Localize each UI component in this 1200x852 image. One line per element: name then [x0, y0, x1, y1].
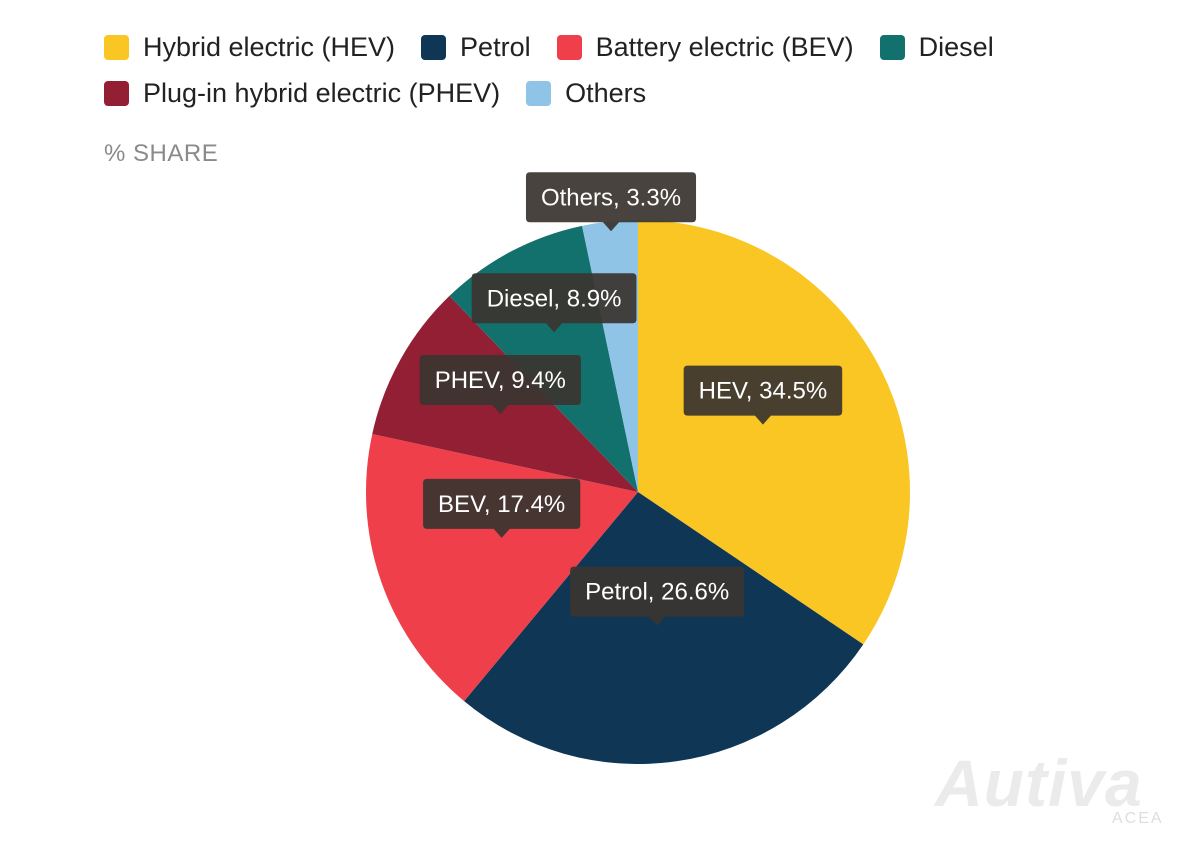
legend-row: Hybrid electric (HEV) Petrol Battery ele…	[104, 24, 1104, 70]
tooltip-label-bev: BEV, 17.4%	[438, 491, 565, 518]
tooltip-bev: BEV, 17.4%	[423, 478, 581, 538]
tooltip-diesel: Diesel, 8.9%	[471, 273, 637, 333]
legend-swatch-diesel	[879, 34, 905, 60]
legend-swatch-petrol	[421, 34, 447, 60]
legend-item-bev[interactable]: Battery electric (BEV)	[556, 31, 854, 63]
legend-item-petrol[interactable]: Petrol	[421, 32, 531, 63]
tooltip-box	[570, 566, 745, 626]
tooltip-label-petrol: Petrol, 26.6%	[585, 579, 729, 606]
legend-swatch-bev	[556, 34, 582, 60]
tooltip-phev: PHEV, 9.4%	[419, 354, 581, 414]
tooltip-label-diesel: Diesel, 8.9%	[487, 285, 622, 312]
tooltip-box	[419, 354, 581, 414]
watermark-logo: Autiva	[935, 746, 1143, 820]
tooltip-label-others: Others, 3.3%	[541, 184, 681, 211]
tooltip-hev: HEV, 34.5%	[683, 365, 843, 425]
legend-label-others: Others	[565, 77, 647, 108]
tooltip-others: Others, 3.3%	[525, 172, 697, 232]
legend-swatch-others	[526, 80, 552, 106]
legend-row: Plug-in hybrid electric (PHEV) Others	[104, 70, 1104, 116]
tooltip-box	[423, 478, 581, 538]
tooltip-box	[683, 365, 843, 425]
tooltip-petrol: Petrol, 26.6%	[570, 566, 745, 626]
unit-label: % SHARE	[104, 140, 219, 167]
tooltip-box	[471, 273, 637, 333]
legend-item-others[interactable]: Others	[526, 78, 646, 109]
legend-label-diesel: Diesel	[918, 31, 994, 62]
legend-swatch-hev	[104, 34, 129, 60]
legend-item-phev[interactable]: Plug-in hybrid electric (PHEV)	[104, 78, 500, 109]
watermark-source: ACEA	[1112, 810, 1164, 827]
legend-label-bev: Battery electric (BEV)	[595, 31, 854, 62]
pie-tooltips: HEV, 34.5% Petrol, 26.6% BEV, 17.4% PHEV, 9…	[419, 172, 843, 626]
legend-label-hev: Hybrid electric (HEV)	[143, 31, 396, 62]
legend-item-diesel[interactable]: Diesel	[879, 31, 994, 63]
pie-slice-hev[interactable]	[638, 220, 910, 645]
chart-legend: Hybrid electric (HEV) Petrol Battery ele…	[104, 24, 1104, 116]
pie-slice-petrol[interactable]	[464, 492, 864, 764]
legend-swatch-phev	[104, 80, 129, 106]
tooltip-label-hev: HEV, 34.5%	[699, 378, 828, 405]
legend-label-petrol: Petrol	[460, 31, 531, 62]
legend-item-hev[interactable]: Hybrid electric (HEV)	[104, 32, 395, 63]
legend-label-phev: Plug-in hybrid electric (PHEV)	[143, 77, 501, 108]
tooltip-box	[525, 172, 697, 232]
tooltip-label-phev: PHEV, 9.4%	[435, 367, 566, 394]
